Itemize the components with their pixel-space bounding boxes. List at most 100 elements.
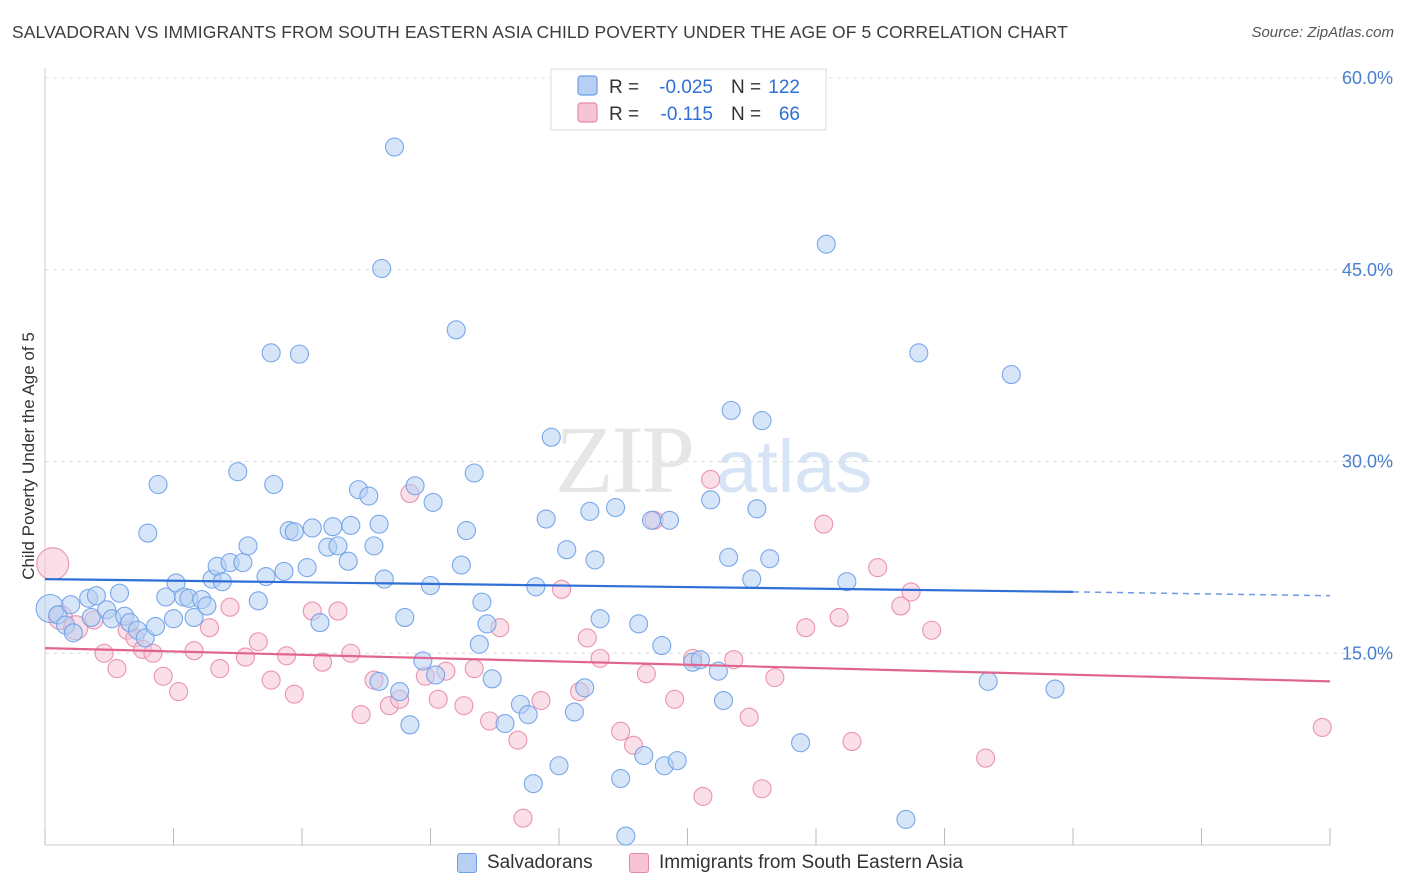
bottom-legend: Salvadorans Immigrants from South Easter… [0,852,1406,878]
scatter-plot: ZIP atlas Child Poverty Under the Age of… [19,68,1393,846]
series-0-point-108 [791,733,811,753]
series-1-point-60 [868,558,888,578]
series-0-point-93 [652,636,672,656]
series-0-point-76 [523,774,543,794]
watermark: ZIP atlas [555,406,872,513]
series-0-point-57 [390,682,410,702]
axes [44,68,1331,846]
series-1-point-23 [328,601,348,621]
bottom-legend-immigrants: Immigrants from South Eastern Asia [629,852,963,874]
series-1-point-57 [814,514,834,534]
series-1-point-56 [796,618,816,638]
series-0-point-60 [405,476,425,496]
series-1-point-10 [153,666,173,686]
series-0-point-102 [719,547,739,567]
series-1-point-22 [313,652,333,672]
series-1-point-18 [261,670,281,690]
series-0-point-10 [109,583,130,603]
series-1-point-43 [590,648,610,668]
series-0-point-33 [248,591,268,611]
series-1-point-63 [922,620,942,640]
series-0-point-23 [184,607,204,628]
y-axis-label: Child Poverty Under the Age of 5 [19,332,38,580]
series-0-point-67 [456,520,477,541]
bottom-legend-swatch-immigrants [629,853,649,873]
legend-n-value-1: 122 [768,77,800,98]
series-0-point-114 [1001,365,1021,385]
series-1-point-37 [508,730,528,750]
series-1-point-52 [724,650,744,670]
series-0-point-31 [233,552,253,573]
series-0-point-46 [328,536,348,556]
series-0-point-71 [477,614,497,634]
series-0-point-56 [384,137,405,157]
series-0-point-65 [446,320,466,340]
series-0-point-101 [713,690,734,711]
series-1-point-53 [739,707,759,727]
series-1-point-44 [611,721,631,741]
series-1-point-5 [107,659,127,679]
series-1-point-48 [665,689,685,709]
series-0-point-112 [909,343,929,363]
series-0-point-105 [747,499,767,519]
series-0-point-52 [369,514,389,534]
series-1-point-14 [210,659,230,679]
trend-line-immigrants [44,647,1331,683]
series-1-point-31 [428,689,448,709]
series-0-point-30 [228,462,248,482]
series-0-point-40 [289,344,309,364]
series-0-point-113 [978,671,998,691]
series-0-point-70 [472,592,492,612]
series-0-point-66 [451,555,471,575]
series-0-point-104 [742,569,762,589]
legend-swatch-immigrants [577,102,598,123]
series-0-point-32 [238,536,258,556]
series-1-point-42 [577,628,597,648]
series-0-point-37 [274,561,294,581]
series-0-point-106 [752,411,772,431]
series-0-point-47 [338,551,358,571]
series-0-point-51 [364,536,384,556]
series-1-point-38 [513,808,533,828]
series-0-point-6 [81,607,101,628]
series-1-point-33 [454,696,474,716]
bottom-legend-label-salvadorans: Salvadorans [487,852,593,873]
series-1-point-50 [693,786,713,806]
series-0-point-91 [634,745,654,766]
series-0-point-55 [372,258,392,279]
source-credit: Source: ZipAtlas.com [1251,24,1394,41]
legend-r-label-1: R = [609,77,639,98]
y-tick-label-2: 45.0% [1342,260,1393,280]
series-0-point-19 [163,609,184,629]
legend-swatch-salvadorans [577,75,598,96]
watermark-atlas: atlas [716,425,872,508]
series-0-point-42 [302,518,322,538]
trend-line-salvadorans [44,578,1074,593]
series-0-point-111 [896,809,916,829]
series-0-point-61 [413,651,433,671]
series-1-point-51 [701,469,721,489]
series-1-point-0 [36,547,70,581]
y-tick-label-1: 30.0% [1342,452,1393,472]
series-0-point-54 [369,671,389,691]
chart-title: SALVADORAN VS IMMIGRANTS FROM SOUTH EAST… [12,22,1068,42]
series-0-point-85 [585,550,605,570]
series-1-point-62 [901,582,921,602]
series-0-point-96 [667,751,687,771]
series-0-point-25 [197,596,217,616]
series-0-point-17 [148,474,168,495]
series-1-point-59 [842,731,862,752]
series-1-point-16 [235,647,256,667]
series-1-point-13 [199,618,220,638]
y-tick-labels: 15.0% 30.0% 45.0% 60.0% [1342,68,1393,663]
series-0-point-43 [310,613,330,633]
series-0-point-77 [526,577,546,597]
series-0-point-62 [420,575,441,596]
series-0-point-115 [1045,679,1065,699]
series-1-points [36,469,1332,828]
series-1-point-19 [277,646,297,666]
series-1-point-9 [143,643,163,663]
series-0-point-81 [557,540,577,560]
series-1-point-54 [752,779,772,799]
series-0-point-16 [138,523,158,543]
